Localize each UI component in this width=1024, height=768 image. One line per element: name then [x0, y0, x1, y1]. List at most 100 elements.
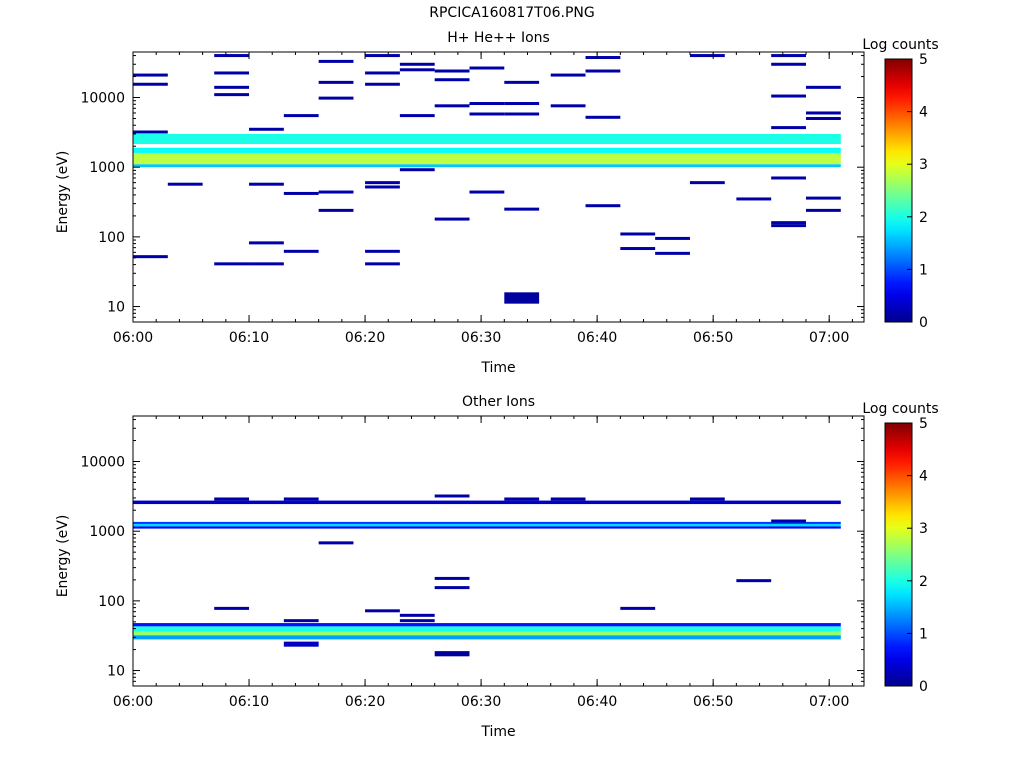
data-point: [399, 619, 435, 623]
data-point: [585, 204, 621, 208]
data-point: [550, 73, 586, 77]
data-point: [689, 181, 725, 185]
data-point: [318, 96, 354, 100]
x-tick-label: 06:10: [229, 330, 269, 346]
colorbar: [884, 422, 913, 687]
data-point: [504, 80, 540, 84]
data-point: [736, 579, 772, 583]
data-point: [771, 519, 806, 523]
y-tick-label: 100: [98, 230, 125, 246]
x-axis-label: Time: [480, 360, 515, 376]
data-point: [399, 613, 435, 617]
data-point: [249, 182, 284, 186]
data-point: [318, 80, 354, 84]
y-tick-label: 10: [107, 664, 125, 680]
data-point: [434, 69, 470, 73]
y-tick-label: 10000: [80, 91, 125, 107]
y-axis-label: Energy (eV): [55, 151, 71, 234]
y-tick-label: 10000: [80, 455, 125, 471]
data-point: [469, 112, 505, 116]
colorbar-tick-label: 3: [919, 157, 928, 173]
data-point: [805, 196, 841, 200]
x-tick-label: 07:00: [809, 330, 849, 346]
y-tick-label: 1000: [89, 160, 125, 176]
data-point: [689, 54, 725, 58]
x-tick-label: 06:40: [577, 330, 617, 346]
data-point: [318, 190, 354, 194]
data-point: [771, 94, 806, 98]
data-point: [365, 262, 400, 266]
data-band: [133, 521, 841, 524]
data-point: [550, 104, 586, 108]
data-point: [249, 241, 284, 245]
data-point: [365, 609, 400, 613]
data-point: [365, 185, 400, 189]
data-point: [736, 197, 772, 201]
colorbar-tick-label: 0: [919, 315, 928, 331]
figure-title: RPCICA160817T06.PNG: [429, 5, 595, 21]
data-point: [434, 494, 470, 498]
data-point: [167, 182, 203, 186]
colorbar-tick-label: 5: [919, 416, 928, 432]
data-point: [214, 54, 250, 58]
colorbar: [884, 58, 913, 323]
data-point: [504, 102, 540, 106]
data-point: [434, 576, 470, 580]
x-tick-label: 06:00: [113, 330, 153, 346]
plot-frame: [132, 51, 865, 323]
x-tick-label: 06:30: [461, 330, 501, 346]
data-point: [504, 497, 540, 501]
data-point: [365, 82, 400, 86]
data-point: [214, 93, 250, 97]
data-point: [771, 176, 806, 180]
data-band: [133, 635, 841, 640]
data-point: [214, 262, 250, 266]
data-point: [805, 208, 841, 212]
data-band: [133, 133, 841, 145]
x-tick-label: 06:30: [461, 694, 501, 710]
data-point: [249, 127, 284, 131]
data-point: [550, 497, 586, 501]
data-point: [365, 71, 400, 75]
colorbar-tick-label: 1: [919, 262, 928, 278]
data-point: [318, 59, 354, 63]
data-point: [585, 69, 621, 73]
data-point: [434, 78, 470, 82]
data-point: [620, 247, 656, 251]
data-point: [399, 114, 435, 118]
data-point: [771, 224, 806, 228]
data-point: [283, 191, 319, 195]
data-point: [771, 62, 806, 66]
data-point: [318, 208, 354, 212]
y-axis-label: Energy (eV): [55, 515, 71, 598]
data-point: [434, 104, 470, 108]
data-band: [133, 152, 841, 165]
x-tick-label: 06:50: [693, 694, 733, 710]
colorbar-tick-label: 5: [919, 52, 928, 68]
data-band: [133, 164, 841, 168]
data-point: [805, 116, 841, 120]
colorbar-tick-label: 0: [919, 679, 928, 695]
data-point: [318, 541, 354, 545]
data-band: [133, 623, 841, 627]
data-band: [504, 292, 540, 304]
x-axis-label: Time: [480, 724, 515, 740]
data-point: [655, 236, 690, 240]
data-point: [434, 217, 470, 221]
data-point: [133, 255, 168, 259]
x-tick-label: 06:40: [577, 694, 617, 710]
data-point: [283, 497, 319, 501]
data-point: [214, 497, 250, 501]
y-tick-label: 10: [107, 300, 125, 316]
data-band: [133, 523, 841, 527]
data-point: [689, 497, 725, 501]
data-point: [620, 606, 656, 610]
data-point: [365, 181, 400, 185]
data-point: [133, 82, 168, 86]
data-point: [249, 262, 284, 266]
data-point: [214, 71, 250, 75]
plot-frame: [132, 415, 865, 687]
data-band: [133, 626, 841, 632]
data-point: [469, 102, 505, 106]
